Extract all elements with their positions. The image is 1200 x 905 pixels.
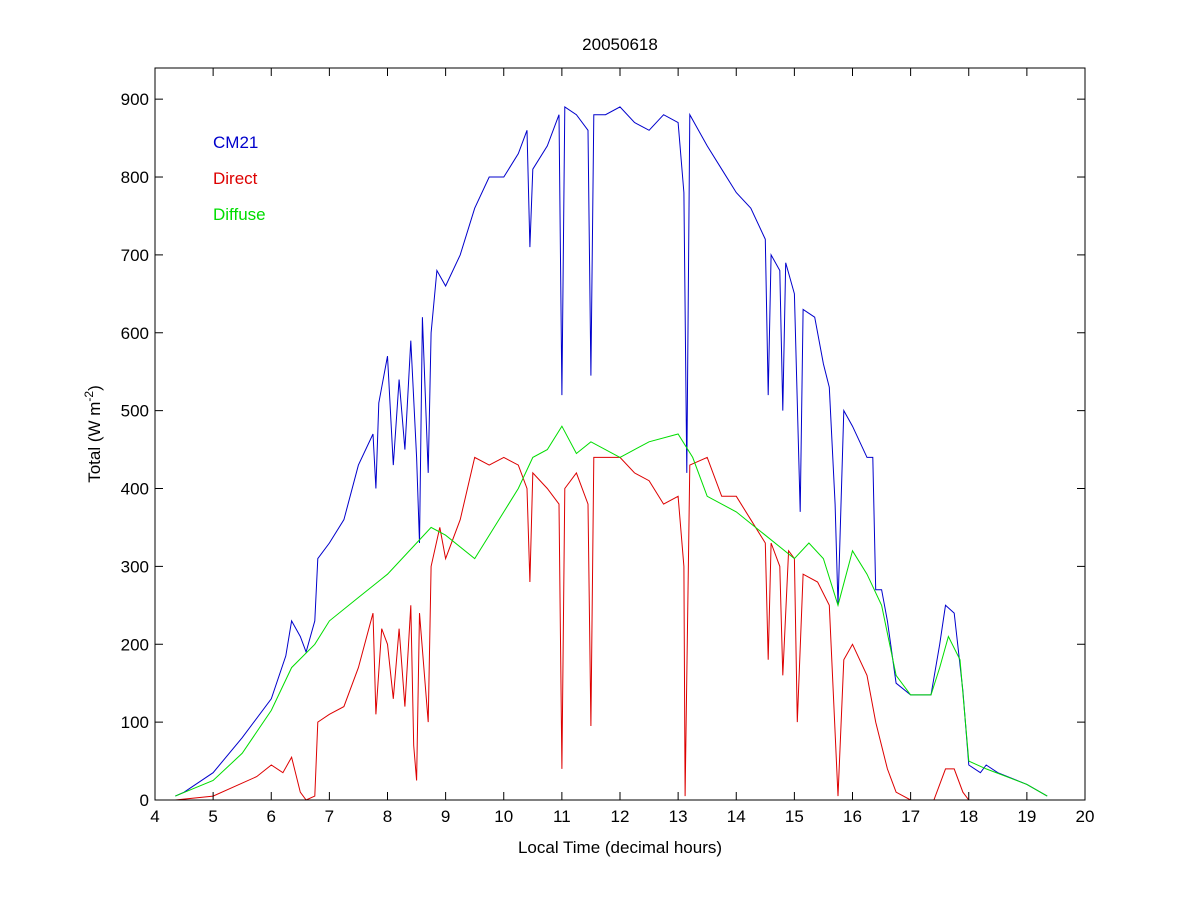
x-tick-label: 6 <box>267 807 276 826</box>
y-tick-label: 600 <box>121 324 149 343</box>
legend-entry-diffuse: Diffuse <box>213 205 266 224</box>
y-tick-label: 800 <box>121 168 149 187</box>
x-tick-label: 14 <box>727 807 746 826</box>
y-axis-label-sup: -2 <box>82 391 96 402</box>
y-tick-label: 400 <box>121 480 149 499</box>
x-tick-label: 18 <box>959 807 978 826</box>
y-tick-label: 900 <box>121 90 149 109</box>
series-line-diffuse <box>175 425 1048 797</box>
chart-title: 20050618 <box>582 35 658 54</box>
x-tick-label: 20 <box>1076 807 1095 826</box>
x-tick-label: 7 <box>325 807 334 826</box>
x-tick-label: 5 <box>208 807 217 826</box>
series-line-direct <box>175 456 990 801</box>
x-tick-label: 17 <box>901 807 920 826</box>
x-tick-label: 8 <box>383 807 392 826</box>
x-tick-label: 12 <box>611 807 630 826</box>
y-axis-label-main: Total (W m <box>85 402 104 483</box>
legend: CM21 Direct Diffuse <box>213 133 266 224</box>
y-tick-label: 0 <box>140 791 149 810</box>
y-tick-label: 200 <box>121 635 149 654</box>
y-tick-label: 700 <box>121 246 149 265</box>
y-axis-label: Total (W m-2) <box>82 385 104 483</box>
x-tick-label: 11 <box>553 807 571 826</box>
x-tick-label: 13 <box>669 807 688 826</box>
axis-ticks: 4 5 6 7 8 9 10 11 12 13 14 15 16 17 18 19 20010020030040… <box>121 68 1095 826</box>
x-tick-label: 16 <box>843 807 862 826</box>
x-tick-label: 15 <box>785 807 804 826</box>
x-axis-label: Local Time (decimal hours) <box>518 838 722 857</box>
x-tick-label: 4 <box>150 807 159 826</box>
series-layer <box>175 105 1048 801</box>
series-line-cm21 <box>175 105 1048 797</box>
y-axis-label-close: ) <box>85 385 104 391</box>
legend-entry-cm21: CM21 <box>213 133 258 152</box>
y-tick-label: 300 <box>121 557 149 576</box>
legend-entry-direct: Direct <box>213 169 258 188</box>
x-tick-label: 19 <box>1017 807 1036 826</box>
y-tick-label: 500 <box>121 402 149 421</box>
x-tick-label: 9 <box>441 807 450 826</box>
x-tick-label: 10 <box>494 807 513 826</box>
y-tick-label: 100 <box>121 713 149 732</box>
